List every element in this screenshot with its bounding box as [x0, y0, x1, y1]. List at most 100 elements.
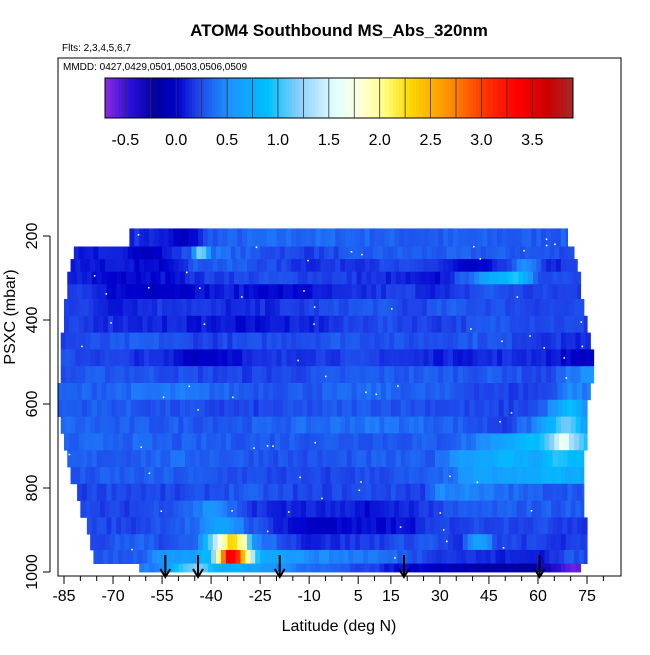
- heatmap-cell: [457, 500, 464, 518]
- heatmap-cell: [484, 483, 490, 501]
- heatmap-cell: [271, 366, 278, 384]
- heatmap-cell: [472, 228, 479, 247]
- heatmap-cell: [122, 246, 129, 260]
- heatmap-cell: [233, 271, 240, 285]
- heatmap-cell: [477, 563, 483, 573]
- heatmap-cell: [492, 500, 498, 518]
- heatmap-cell: [157, 549, 163, 564]
- heatmap-cell: [144, 366, 150, 384]
- heatmap-cell: [233, 399, 240, 417]
- heatmap-cell: [243, 483, 250, 501]
- colorbar-swatch: [359, 78, 363, 118]
- heatmap-cell: [109, 332, 116, 350]
- heatmap-cell: [117, 549, 124, 564]
- heatmap-cell: [291, 500, 297, 518]
- heatmap-cell: [217, 228, 224, 247]
- heatmap-cell: [320, 563, 327, 573]
- missing-dot: [321, 497, 323, 500]
- heatmap-band: [64, 433, 588, 451]
- heatmap-cell: [212, 228, 219, 247]
- heatmap-cell: [131, 450, 137, 468]
- heatmap-cell: [575, 500, 582, 518]
- heatmap-cell: [206, 549, 212, 564]
- heatmap-cell: [135, 271, 142, 285]
- heatmap-cell: [518, 450, 524, 468]
- heatmap-cell: [359, 366, 366, 384]
- heatmap-cell: [332, 271, 338, 285]
- heatmap-cell: [152, 246, 158, 260]
- heatmap-cell: [547, 517, 554, 535]
- heatmap-cell: [124, 366, 130, 384]
- colorbar-swatch: [526, 78, 531, 118]
- heatmap-cell: [165, 383, 171, 401]
- heatmap-cell: [457, 228, 464, 247]
- heatmap-cell: [323, 299, 330, 317]
- heatmap-cell: [214, 483, 220, 501]
- heatmap-cell: [536, 500, 542, 518]
- heatmap-cell: [421, 246, 428, 260]
- heatmap-cell: [542, 517, 549, 535]
- heatmap-cell: [560, 259, 567, 273]
- heatmap-cell: [408, 332, 415, 350]
- heatmap-cell: [436, 246, 443, 260]
- heatmap-cell: [397, 315, 403, 333]
- heatmap-cell: [212, 366, 219, 384]
- heatmap-cell: [495, 299, 501, 317]
- heatmap-cell: [502, 349, 508, 367]
- heatmap-cell: [268, 271, 274, 285]
- heatmap-cell: [379, 534, 385, 551]
- heatmap-cell: [564, 433, 570, 451]
- heatmap-cell: [384, 366, 390, 384]
- heatmap-cell: [572, 271, 578, 285]
- heatmap-cell: [93, 246, 99, 260]
- heatmap-cell: [85, 349, 91, 367]
- heatmap-cell: [93, 433, 99, 451]
- colorbar-swatch: [519, 78, 524, 118]
- heatmap-cell: [524, 246, 531, 260]
- heatmap-cell: [508, 450, 515, 468]
- heatmap-cell: [315, 228, 322, 247]
- heatmap-cell: [570, 467, 577, 485]
- heatmap-cell: [490, 549, 497, 564]
- colorbar-swatch: [415, 78, 420, 118]
- y-tick-label: 1000: [24, 554, 41, 590]
- heatmap-cell: [188, 259, 194, 273]
- heatmap-cell: [198, 332, 204, 350]
- heatmap-cell: [144, 416, 150, 434]
- heatmap-cell: [104, 534, 111, 551]
- missing-dot: [545, 238, 548, 241]
- heatmap-cell: [371, 383, 377, 401]
- heatmap-cell: [400, 271, 407, 285]
- heatmap-cell: [142, 433, 148, 451]
- colorbar-swatch: [168, 78, 173, 118]
- heatmap-cell: [248, 517, 255, 535]
- heatmap-cell: [433, 259, 439, 273]
- heatmap-cell: [546, 563, 552, 573]
- heatmap-cell: [250, 315, 256, 333]
- heatmap-cell: [168, 259, 175, 273]
- heatmap-cell: [232, 349, 238, 367]
- heatmap-cell: [170, 450, 176, 468]
- heatmap-cell: [67, 284, 73, 300]
- colorbar-swatch: [275, 78, 280, 118]
- heatmap-cell: [518, 517, 524, 535]
- heatmap-cell: [171, 549, 178, 564]
- heatmap-cell: [289, 549, 296, 564]
- missing-dot: [446, 540, 448, 543]
- colorbar-tick-label: 3.5: [521, 132, 543, 149]
- heatmap-cell: [454, 284, 461, 300]
- heatmap-cell: [296, 563, 302, 573]
- heatmap-cell: [541, 332, 547, 350]
- heatmap-cell: [96, 517, 103, 535]
- heatmap-cell: [278, 517, 284, 535]
- heatmap-cell: [443, 259, 449, 273]
- heatmap-cell: [526, 349, 533, 367]
- colorbar-swatch: [302, 78, 307, 118]
- heatmap-cell: [85, 332, 91, 350]
- heatmap-cell: [358, 246, 364, 260]
- heatmap-cell: [366, 450, 372, 468]
- heatmap-cell: [547, 483, 554, 501]
- colorbar-swatch: [235, 78, 240, 118]
- heatmap-cell: [327, 271, 333, 285]
